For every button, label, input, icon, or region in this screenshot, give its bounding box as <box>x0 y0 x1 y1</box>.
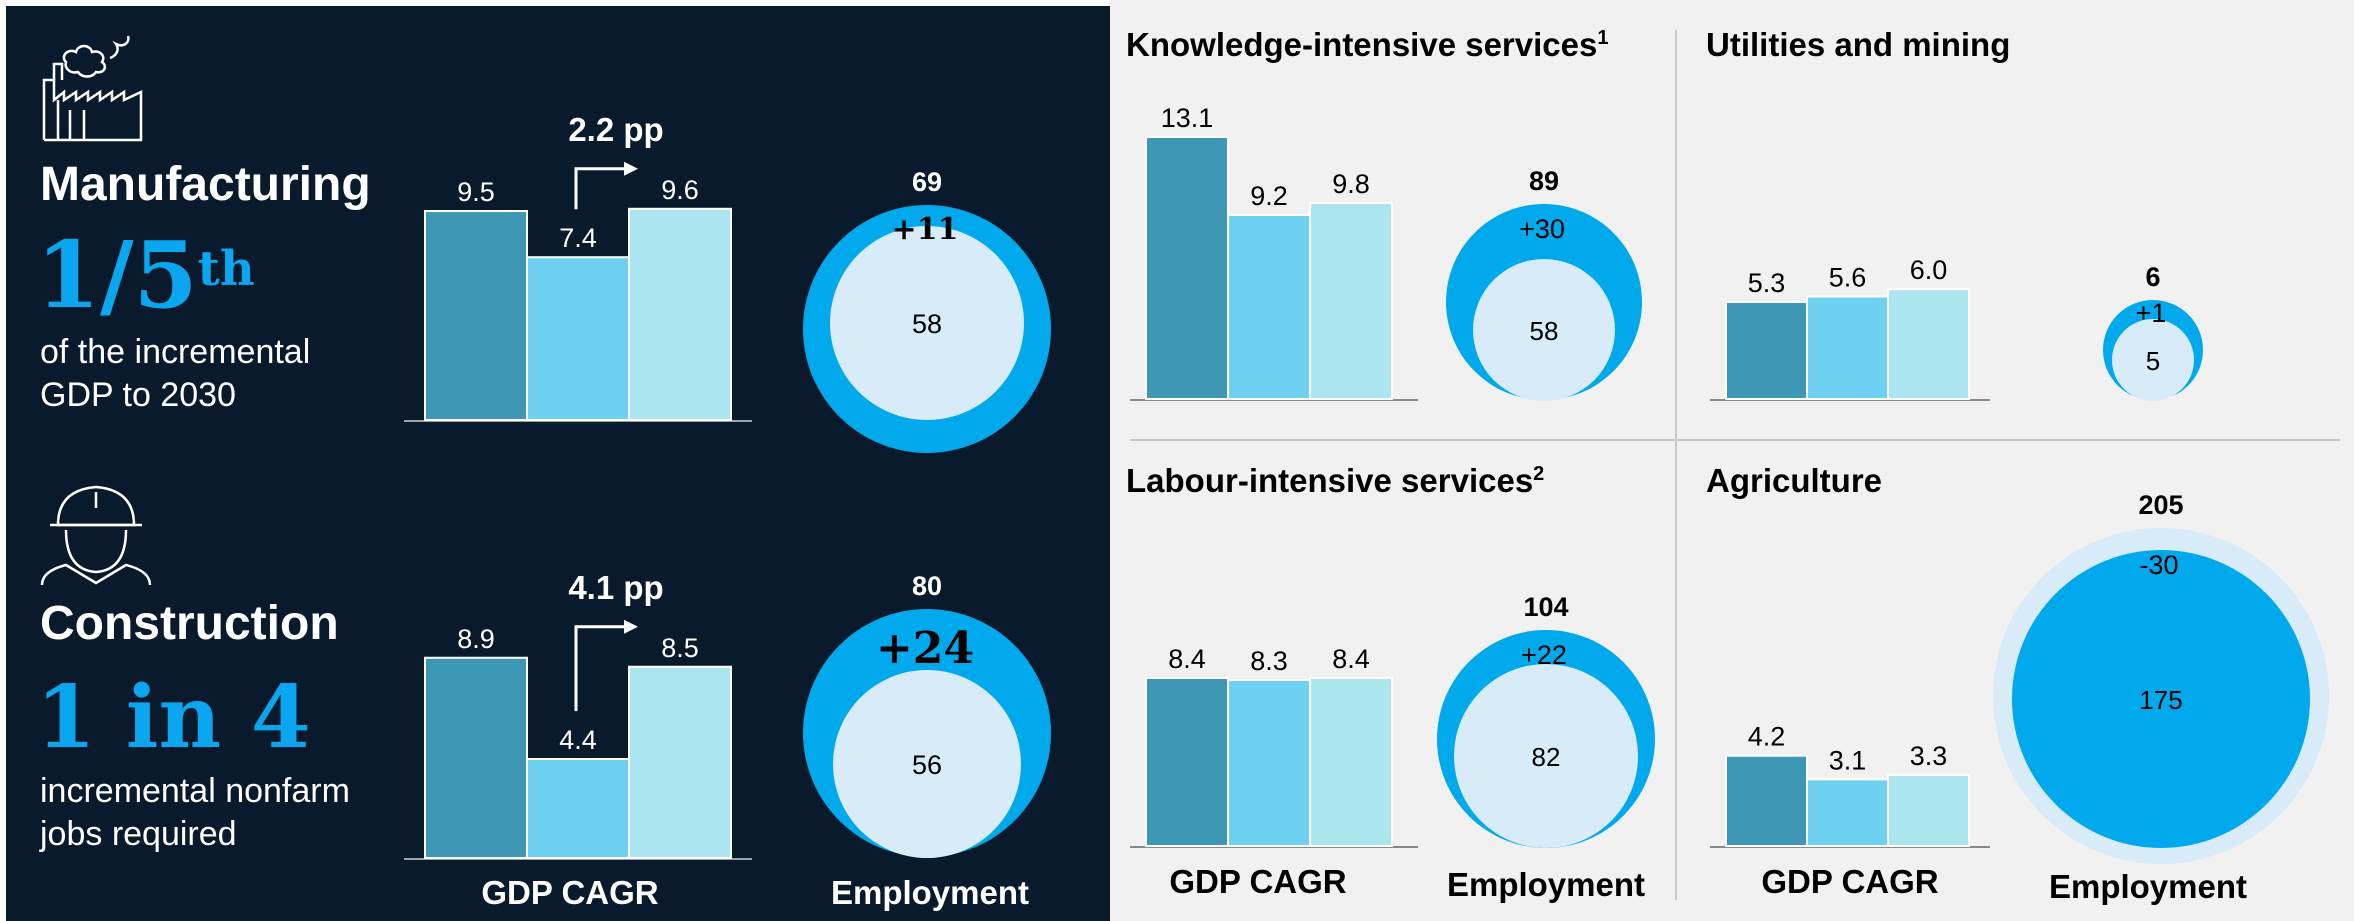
knowledge-employment-total: 89 <box>1529 166 1559 196</box>
manufacturing-employment-inner <box>830 226 1024 420</box>
gdp-axis-label-dark: GDP CAGR <box>481 874 659 911</box>
knowledge-bar-label-1: 13.1 <box>1161 103 1214 133</box>
construction-title: Construction <box>40 597 339 650</box>
labour-employment-inner <box>1454 664 1638 848</box>
agriculture-employment-change: -30 <box>2139 550 2178 580</box>
utilities-employment-change: +1 <box>2136 298 2167 328</box>
manufacturing-bar-1 <box>424 210 528 421</box>
construction-pp-arrow <box>574 625 628 711</box>
labour-employment-base: 82 <box>1532 742 1561 772</box>
gdp-axis-label-right: GDP CAGR <box>1761 863 1939 900</box>
manufacturing-employment-change: +11 <box>892 212 959 247</box>
construction-employment-inner <box>833 670 1021 858</box>
knowledge-employment-base: 58 <box>1530 316 1559 346</box>
utilities-bar-3 <box>1887 288 1970 401</box>
agriculture-employment-base: 175 <box>2139 685 2182 715</box>
construction-employment-base: 56 <box>912 750 942 780</box>
manufacturing-description: of the incremental GDP to 2030 <box>40 333 311 414</box>
utilities-bar-label-1: 5.3 <box>1748 268 1786 298</box>
labour-bar-2 <box>1227 679 1311 847</box>
construction-employment-total: 80 <box>912 571 942 601</box>
manufacturing-title: Manufacturing <box>40 158 371 211</box>
manufacturing-bar-label-2: 7.4 <box>559 223 597 253</box>
knowledge-footnote: 1 <box>1597 27 1609 49</box>
manufacturing-big-stat: 1/5th <box>36 225 255 325</box>
agriculture-bar-label-3: 3.3 <box>1910 741 1948 771</box>
manufacturing-bar-3 <box>628 207 732 421</box>
manufacturing-bar-label-1: 9.5 <box>457 177 495 207</box>
construction-employment-change: +24 <box>876 623 974 674</box>
construction-bar-label-2: 4.4 <box>559 725 597 755</box>
labour-bar-3 <box>1309 677 1393 847</box>
manufacturing-pp-arrow <box>574 167 628 210</box>
knowledge-bar-1 <box>1145 136 1229 400</box>
knowledge-bar-label-3: 9.8 <box>1332 169 1370 199</box>
labour-bar-1 <box>1145 677 1229 847</box>
labour-title-text: Labour-intensive services <box>1126 462 1534 499</box>
knowledge-bar-3 <box>1309 202 1393 400</box>
manufacturing-bar-2 <box>526 256 630 422</box>
labour-bar-label-2: 8.3 <box>1250 646 1288 676</box>
construction-bar-3 <box>628 665 732 859</box>
agriculture-employment-total: 205 <box>2138 490 2183 520</box>
utilities-bar-1 <box>1725 301 1808 401</box>
manufacturing-big-stat-value: 1/5 <box>36 221 198 329</box>
labour-employment-change: +22 <box>1521 640 1567 670</box>
agriculture-bar-3 <box>1887 774 1970 847</box>
employment-axis-label-dark: Employment <box>830 874 1030 911</box>
agriculture-title-text: Agriculture <box>1706 462 1883 499</box>
manufacturing-employment-total: 69 <box>912 167 942 197</box>
construction-pp-arrowhead <box>624 619 638 634</box>
utilities-bar-label-3: 6.0 <box>1910 255 1948 285</box>
construction-pp-label: 4.1 pp <box>568 569 663 606</box>
knowledge-title-text: Knowledge-intensive services <box>1126 26 1598 63</box>
gdp-axis-label-left: GDP CAGR <box>1169 863 1347 900</box>
labour-footnote: 2 <box>1533 463 1545 485</box>
manufacturing-big-stat-sup: th <box>197 241 255 297</box>
knowledge-title: Knowledge-intensive services1 <box>1126 26 1608 64</box>
agriculture-bar-2 <box>1806 778 1889 847</box>
agriculture-bar-label-2: 3.1 <box>1829 745 1867 775</box>
construction-bar-label-3: 8.5 <box>661 633 699 663</box>
knowledge-employment-change: +30 <box>1519 214 1565 244</box>
agriculture-bar-label-1: 4.2 <box>1748 722 1786 752</box>
worker-helmet-icon <box>40 485 152 586</box>
manufacturing-pp-label: 2.2 pp <box>568 111 663 148</box>
employment-axis-label-right: Employment <box>2048 868 2248 905</box>
knowledge-bar-2 <box>1227 214 1311 400</box>
labour-title: Labour-intensive services2 <box>1126 462 1544 500</box>
construction-description: incremental nonfarm jobs required <box>40 772 350 853</box>
labour-bar-label-3: 8.4 <box>1332 644 1370 674</box>
agriculture-title: Agriculture <box>1706 462 1882 500</box>
knowledge-employment-inner <box>1473 259 1615 401</box>
utilities-employment-total: 6 <box>2145 262 2160 292</box>
construction-big-stat: 1 in 4 <box>36 667 311 768</box>
manufacturing-pp-arrowhead <box>624 161 638 176</box>
labour-employment-total: 104 <box>1523 592 1568 622</box>
utilities-employment-base: 5 <box>2146 346 2160 376</box>
construction-bar-label-1: 8.9 <box>457 624 495 654</box>
knowledge-bar-label-2: 9.2 <box>1250 181 1288 211</box>
manufacturing-bar-label-3: 9.6 <box>661 175 699 205</box>
agriculture-bar-1 <box>1725 754 1808 848</box>
utilities-title-text: Utilities and mining <box>1706 26 2011 63</box>
construction-bar-1 <box>424 656 528 859</box>
utilities-employment-inner <box>2112 319 2194 401</box>
factory-icon <box>42 35 143 142</box>
utilities-title: Utilities and mining <box>1706 26 2010 64</box>
labour-bar-label-1: 8.4 <box>1168 644 1206 674</box>
employment-axis-label-left: Employment <box>1446 866 1646 903</box>
agriculture-employment-inner <box>2012 550 2310 848</box>
construction-bar-2 <box>526 758 630 859</box>
utilities-bar-label-2: 5.6 <box>1829 263 1867 293</box>
utilities-bar-2 <box>1806 295 1889 400</box>
manufacturing-employment-base: 58 <box>912 309 942 339</box>
